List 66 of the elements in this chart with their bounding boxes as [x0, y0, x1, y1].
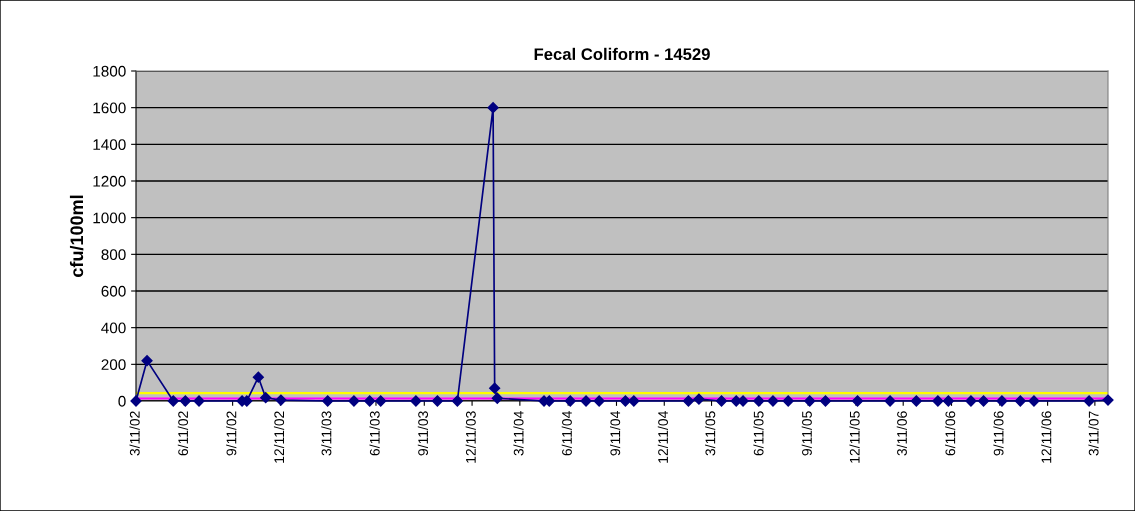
- point: [932, 395, 944, 407]
- y-tick-label: 200: [101, 359, 126, 371]
- point: [910, 395, 922, 407]
- point: [431, 395, 444, 407]
- x-tick-label: 3/11/05: [705, 411, 716, 456]
- point: [996, 395, 1008, 407]
- x-tick-label: 12/11/03: [465, 411, 476, 463]
- point: [451, 395, 463, 407]
- y-tick-label: 1800: [93, 65, 126, 77]
- point: [782, 395, 794, 407]
- y-tick-label: 800: [101, 249, 126, 261]
- point: [130, 395, 142, 407]
- point: [322, 395, 334, 407]
- point: [753, 395, 765, 407]
- point: [487, 102, 499, 114]
- x-tick-label: 3/11/04: [513, 411, 524, 456]
- point: [804, 395, 816, 407]
- x-tick-label: 12/11/04: [657, 411, 668, 463]
- x-tick-label: 3/11/02: [129, 411, 140, 456]
- point: [275, 394, 287, 406]
- x-tick-label: 3/11/06: [896, 411, 907, 456]
- y-tick-label: 600: [101, 285, 126, 297]
- point: [715, 395, 728, 407]
- x-tick-label: 12/11/06: [1041, 411, 1052, 463]
- x-tick-label: 9/11/06: [993, 411, 1004, 456]
- chart-title: Fecal Coliform - 14529: [534, 47, 710, 61]
- point: [682, 395, 695, 407]
- point: [410, 395, 422, 407]
- point: [942, 395, 954, 407]
- point: [628, 395, 640, 407]
- point: [977, 395, 990, 407]
- point: [375, 395, 387, 407]
- y-axis-title: cfu/100ml: [69, 195, 84, 277]
- point: [491, 392, 503, 404]
- point: [252, 371, 264, 383]
- point: [819, 395, 832, 407]
- point: [693, 393, 705, 405]
- y-tick-label: 400: [101, 322, 126, 334]
- x-tick-label: 12/11/05: [849, 411, 860, 463]
- x-tick-label: 12/11/02: [273, 411, 285, 463]
- x-tick-label: 6/11/03: [369, 411, 380, 456]
- point: [1014, 395, 1026, 407]
- point: [141, 355, 153, 367]
- y-tick-label: 1200: [93, 175, 126, 187]
- y-tick-label: 0: [118, 395, 126, 407]
- x-tick-label: 9/11/03: [417, 411, 429, 456]
- x-tick-label: 9/11/02: [226, 411, 237, 456]
- y-tick-label: 1600: [93, 102, 126, 114]
- point: [593, 395, 605, 407]
- y-tick-label: 1000: [93, 212, 126, 224]
- y-tick-label: 1400: [93, 139, 126, 151]
- point: [851, 395, 864, 407]
- x-tick-label: 3/11/03: [321, 411, 332, 456]
- x-tick-label: 9/11/04: [610, 411, 621, 456]
- point: [364, 395, 376, 407]
- point: [167, 395, 179, 407]
- x-tick-label: 6/11/05: [753, 411, 764, 456]
- x-tick-label: 9/11/05: [801, 411, 812, 456]
- point: [179, 395, 191, 407]
- x-tick-label: 6/11/02: [177, 411, 189, 456]
- x-tick-label: 3/11/07: [1088, 411, 1099, 456]
- point: [260, 392, 272, 404]
- point: [489, 382, 501, 394]
- x-tick-label: 6/11/06: [945, 411, 956, 456]
- x-tick-label: 6/11/04: [561, 411, 572, 456]
- point: [564, 395, 576, 407]
